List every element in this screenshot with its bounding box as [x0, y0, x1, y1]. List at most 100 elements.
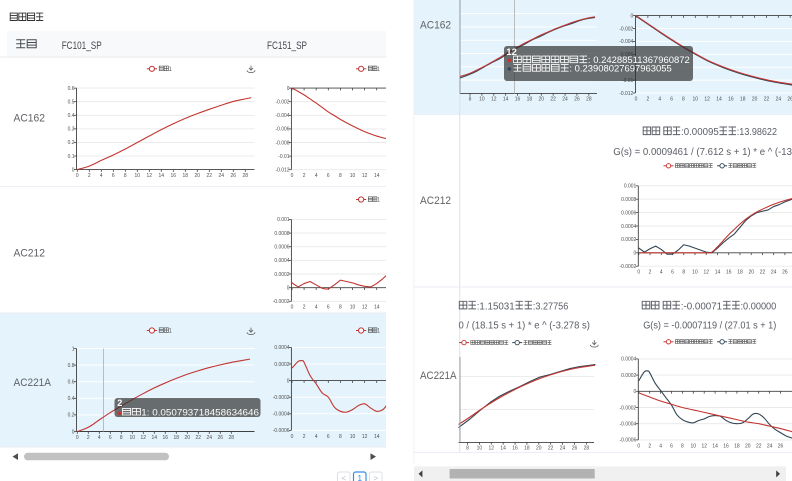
- svg-text:0.6: 0.6: [68, 86, 75, 92]
- svg-text:-0.012: -0.012: [619, 91, 633, 97]
- svg-text:16: 16: [726, 270, 732, 276]
- svg-text:-0.004: -0.004: [619, 39, 633, 45]
- svg-text:0: 0: [631, 13, 634, 19]
- svg-text:18: 18: [524, 445, 530, 451]
- svg-text:18: 18: [734, 444, 740, 450]
- svg-text:2: 2: [87, 435, 90, 441]
- svg-text:AC162: AC162: [14, 113, 46, 125]
- svg-text:12: 12: [147, 173, 153, 179]
- svg-text:-0.006: -0.006: [275, 127, 289, 133]
- svg-text:0.0004: 0.0004: [274, 258, 289, 264]
- svg-text:10: 10: [477, 445, 483, 451]
- svg-text:0.0004: 0.0004: [274, 345, 289, 351]
- svg-text:10: 10: [692, 270, 698, 276]
- svg-text:FC151_SP: FC151_SP: [267, 40, 307, 52]
- svg-text:20: 20: [748, 270, 754, 276]
- svg-text:0.2: 0.2: [68, 413, 75, 419]
- svg-text:22: 22: [548, 445, 554, 451]
- svg-text:20: 20: [752, 96, 758, 102]
- svg-text:1: 1: [377, 329, 380, 335]
- svg-text:0.8: 0.8: [68, 363, 75, 369]
- svg-text:2: 2: [88, 173, 91, 179]
- svg-text::0.00000: :0.00000: [741, 301, 777, 312]
- svg-text:22: 22: [550, 96, 556, 102]
- svg-text::1.15031: :1.15031: [477, 301, 515, 312]
- svg-text:0 / (18.15 s + 1) * e ^ (-3.27: 0 / (18.15 s + 1) * e ^ (-3.278 s): [459, 320, 590, 331]
- svg-text:18: 18: [183, 173, 189, 179]
- svg-text:-0.002: -0.002: [619, 26, 633, 32]
- svg-text:22: 22: [756, 444, 762, 450]
- svg-text:12: 12: [489, 445, 495, 451]
- svg-text:0.0002: 0.0002: [621, 237, 636, 243]
- svg-text:: 0.24288511367960872: : 0.24288511367960872: [588, 55, 690, 65]
- svg-text:8: 8: [681, 444, 684, 450]
- svg-text:20: 20: [536, 445, 542, 451]
- svg-text:10: 10: [350, 173, 356, 179]
- svg-text:10: 10: [693, 96, 699, 102]
- svg-text:-0.0006: -0.0006: [273, 428, 290, 434]
- svg-text:6: 6: [671, 270, 674, 276]
- svg-text:AC212: AC212: [420, 195, 451, 207]
- svg-text:10: 10: [350, 434, 356, 440]
- svg-text:0: 0: [76, 435, 79, 441]
- svg-text:2: 2: [649, 270, 652, 276]
- svg-text:14: 14: [712, 444, 718, 450]
- svg-text:G(s) = -0.0007119 / (27.01 s +: G(s) = -0.0007119 / (27.01 s + 1): [643, 320, 776, 331]
- svg-text:0.1: 0.1: [68, 154, 75, 160]
- svg-text:6: 6: [327, 304, 330, 310]
- svg-text:1: 1: [377, 67, 380, 73]
- svg-text:4: 4: [660, 270, 663, 276]
- svg-text:18: 18: [740, 96, 746, 102]
- svg-text:0: 0: [287, 86, 290, 92]
- svg-text:1: 0.050793718458634646: 1: 0.050793718458634646: [141, 407, 259, 417]
- svg-text:26: 26: [787, 96, 792, 102]
- svg-text:24: 24: [776, 96, 782, 102]
- svg-text:16: 16: [171, 173, 177, 179]
- svg-text:0.0006: 0.0006: [274, 245, 289, 251]
- svg-text:12: 12: [701, 444, 707, 450]
- svg-text:1: 1: [169, 329, 172, 335]
- svg-text:14: 14: [500, 445, 506, 451]
- svg-text:4: 4: [315, 434, 318, 440]
- svg-text:6: 6: [670, 444, 673, 450]
- svg-text:10: 10: [130, 435, 136, 441]
- svg-text:-0.012: -0.012: [275, 168, 289, 174]
- svg-text:18: 18: [527, 96, 533, 102]
- svg-text:20: 20: [185, 435, 191, 441]
- svg-text:0.0008: 0.0008: [621, 197, 636, 203]
- svg-text:AC221A: AC221A: [14, 377, 52, 389]
- svg-text:0: 0: [72, 167, 75, 173]
- svg-text:22: 22: [207, 173, 213, 179]
- svg-text:0.0004: 0.0004: [621, 357, 636, 363]
- svg-text:22: 22: [196, 435, 202, 441]
- svg-text:0.0002: 0.0002: [621, 373, 636, 379]
- svg-text:16: 16: [723, 444, 729, 450]
- svg-text:-0.0002: -0.0002: [620, 405, 637, 411]
- svg-text:26: 26: [572, 445, 578, 451]
- svg-text:4: 4: [659, 444, 662, 450]
- svg-text:24: 24: [562, 96, 568, 102]
- svg-text:0.4: 0.4: [68, 113, 75, 119]
- svg-text:26: 26: [778, 444, 784, 450]
- svg-text:6: 6: [670, 96, 673, 102]
- svg-text:28: 28: [229, 435, 235, 441]
- svg-text:12: 12: [703, 270, 709, 276]
- svg-text:AC221A: AC221A: [420, 370, 457, 382]
- svg-text:1: 1: [169, 67, 172, 73]
- svg-text:14: 14: [716, 96, 722, 102]
- svg-text:2: 2: [303, 434, 306, 440]
- svg-text:22: 22: [764, 96, 770, 102]
- svg-text:8: 8: [120, 435, 123, 441]
- svg-text:12: 12: [362, 173, 368, 179]
- svg-text:20: 20: [745, 444, 751, 450]
- svg-text:-0.008: -0.008: [275, 140, 289, 146]
- svg-text:12: 12: [506, 47, 517, 58]
- svg-text:G(s) = 0.0009461 / (7.612 s +: G(s) = 0.0009461 / (7.612 s + 1) * e ^ (…: [613, 147, 792, 158]
- svg-text:2: 2: [303, 304, 306, 310]
- svg-text::13.98622: :13.98622: [737, 127, 778, 138]
- svg-text:8: 8: [339, 434, 342, 440]
- svg-text:-0.0006: -0.0006: [620, 438, 637, 444]
- svg-text:8: 8: [124, 173, 127, 179]
- svg-text:12: 12: [362, 304, 368, 310]
- svg-text:8: 8: [682, 270, 685, 276]
